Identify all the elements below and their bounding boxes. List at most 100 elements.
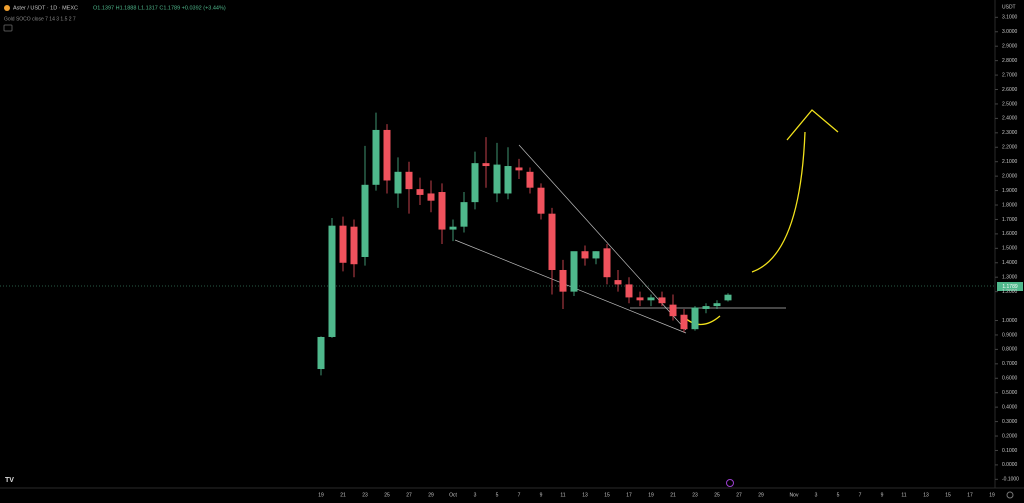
candle-body xyxy=(482,163,490,167)
x-tick-label: 19 xyxy=(318,492,324,498)
candle-body xyxy=(372,129,380,185)
currency-label[interactable]: USDT xyxy=(1002,4,1016,10)
candle-body xyxy=(504,166,512,194)
yellow-arrow xyxy=(751,131,806,273)
candle-body xyxy=(328,225,336,337)
y-tick-label: 1.2000 xyxy=(1002,289,1018,295)
x-tick-label: 5 xyxy=(496,492,499,498)
ohlc-legend: O1.1397 H1.1888 L1.1317 C1.1789 +0.0392 … xyxy=(93,5,226,11)
candle-body xyxy=(405,171,413,190)
y-tick-label: -0.1000 xyxy=(1002,477,1019,483)
candle-body xyxy=(581,251,589,259)
y-tick-label: 0.6000 xyxy=(1002,376,1018,382)
candle-body xyxy=(636,297,644,301)
candle-body xyxy=(724,294,732,301)
event-icon[interactable] xyxy=(726,479,734,487)
y-tick-label: 1.7000 xyxy=(1002,217,1018,223)
x-tick-label: 17 xyxy=(626,492,632,498)
candle-body xyxy=(438,192,446,230)
candle-body xyxy=(361,184,369,257)
x-tick-label: 21 xyxy=(340,492,346,498)
candle-body xyxy=(603,248,611,278)
y-tick-label: 0.2000 xyxy=(1002,433,1018,439)
x-tick-label: 3 xyxy=(474,492,477,498)
x-tick-label: 19 xyxy=(989,492,995,498)
y-tick-label: 0.5000 xyxy=(1002,390,1018,396)
candle-body xyxy=(614,280,622,285)
y-tick-label: 2.3000 xyxy=(1002,130,1018,136)
logo: TV xyxy=(5,477,14,484)
x-tick-label: Nov xyxy=(790,492,799,498)
y-tick-label: 0.9000 xyxy=(1002,332,1018,338)
x-tick-label: 3 xyxy=(815,492,818,498)
x-tick-label: 19 xyxy=(648,492,654,498)
y-tick-label: 0.7000 xyxy=(1002,361,1018,367)
settings-icon[interactable] xyxy=(1006,491,1014,499)
x-tick-label: Oct xyxy=(449,492,457,498)
x-tick-label: 13 xyxy=(582,492,588,498)
candle-body xyxy=(460,202,468,227)
candle-body xyxy=(493,164,501,194)
candle-body xyxy=(691,307,699,330)
y-tick-label: 2.8000 xyxy=(1002,58,1018,64)
y-tick-label: 1.0000 xyxy=(1002,318,1018,324)
collapse-button[interactable] xyxy=(3,24,13,32)
y-tick-label: 2.6000 xyxy=(1002,87,1018,93)
y-tick-label: 0.8000 xyxy=(1002,347,1018,353)
y-tick-label: 1.6000 xyxy=(1002,231,1018,237)
trend-line xyxy=(518,144,687,331)
x-tick-label: 25 xyxy=(714,492,720,498)
candle-body xyxy=(559,269,567,292)
y-tick-label: 1.8000 xyxy=(1002,202,1018,208)
y-tick-label: 2.1000 xyxy=(1002,159,1018,165)
y-tick-label: 1.3000 xyxy=(1002,275,1018,281)
candle-body xyxy=(416,189,424,195)
y-tick-label: 3.0000 xyxy=(1002,29,1018,35)
candle-body xyxy=(526,171,534,188)
x-tick-label: 29 xyxy=(428,492,434,498)
x-tick-label: 11 xyxy=(560,492,565,498)
candle-body xyxy=(680,314,688,330)
y-tick-label: 2.7000 xyxy=(1002,72,1018,78)
y-tick-label: 3.1000 xyxy=(1002,15,1018,21)
x-tick-label: 13 xyxy=(923,492,929,498)
y-tick-label: 2.0000 xyxy=(1002,173,1018,179)
candle-body xyxy=(570,251,578,292)
candle-body xyxy=(548,213,556,270)
x-tick-label: 21 xyxy=(670,492,676,498)
x-tick-label: 25 xyxy=(384,492,390,498)
x-tick-label: 23 xyxy=(692,492,698,498)
x-tick-label: 9 xyxy=(881,492,884,498)
x-tick-label: 11 xyxy=(901,492,906,498)
x-tick-label: 5 xyxy=(837,492,840,498)
candle-body xyxy=(394,171,402,194)
candle-body xyxy=(339,225,347,263)
candle-body xyxy=(350,226,358,265)
candle-body xyxy=(658,297,666,304)
price-tag xyxy=(997,282,1023,291)
y-tick-label: 0.3000 xyxy=(1002,419,1018,425)
candle-body xyxy=(427,193,435,201)
x-tick-label: 23 xyxy=(362,492,368,498)
marks xyxy=(317,112,732,376)
candle-body xyxy=(647,297,655,301)
symbol-icon xyxy=(4,5,10,11)
candle-body xyxy=(515,167,523,171)
x-tick-label: 17 xyxy=(967,492,973,498)
y-tick-label: 0.1000 xyxy=(1002,448,1018,454)
candle-body xyxy=(702,306,710,309)
candle-body xyxy=(592,251,600,259)
arrow-head xyxy=(786,109,839,141)
symbol-title[interactable]: Aster / USDT · 1D · MEXC xyxy=(13,5,78,11)
candle-body xyxy=(471,163,479,203)
candle-body xyxy=(625,284,633,298)
y-tick-label: 1.4000 xyxy=(1002,260,1018,266)
x-tick-label: 9 xyxy=(540,492,543,498)
x-tick-label: 7 xyxy=(859,492,862,498)
indicator-label[interactable]: Gold SOCO close 7 14 3 1.5 2 7 xyxy=(4,16,76,22)
candle-body xyxy=(713,303,721,307)
y-tick-label: 0.0000 xyxy=(1002,462,1018,468)
candle-body xyxy=(383,129,391,181)
